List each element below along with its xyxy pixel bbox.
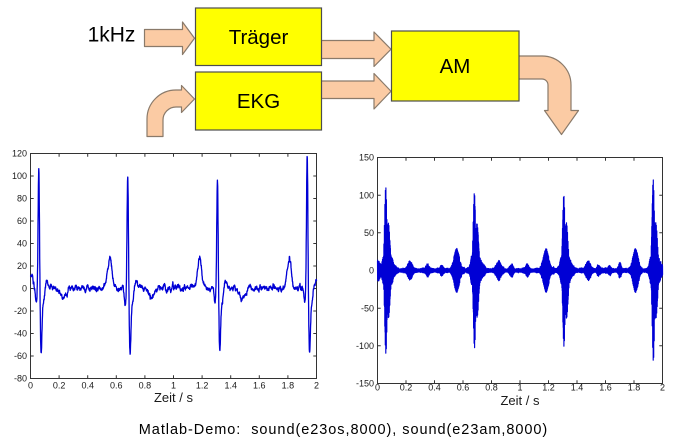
svg-text:-60: -60 bbox=[14, 351, 27, 361]
svg-text:0.4: 0.4 bbox=[428, 383, 441, 393]
svg-text:2: 2 bbox=[660, 383, 665, 393]
svg-text:120: 120 bbox=[12, 149, 27, 159]
svg-text:-150: -150 bbox=[356, 379, 374, 389]
svg-text:-100: -100 bbox=[356, 341, 374, 351]
svg-text:1.2: 1.2 bbox=[542, 383, 555, 393]
svg-text:150: 150 bbox=[359, 153, 374, 163]
svg-text:0.6: 0.6 bbox=[457, 383, 470, 393]
svg-text:0: 0 bbox=[369, 266, 374, 276]
svg-text:1.6: 1.6 bbox=[599, 383, 612, 393]
svg-text:Träger: Träger bbox=[229, 26, 289, 49]
svg-text:100: 100 bbox=[12, 171, 27, 181]
svg-text:-40: -40 bbox=[14, 329, 27, 339]
svg-text:1.2: 1.2 bbox=[196, 381, 209, 391]
svg-text:1kHz: 1kHz bbox=[88, 24, 136, 47]
svg-text:0.2: 0.2 bbox=[53, 381, 66, 391]
svg-text:100: 100 bbox=[359, 190, 374, 200]
svg-text:0: 0 bbox=[22, 284, 27, 294]
svg-text:40: 40 bbox=[17, 239, 27, 249]
svg-text:80: 80 bbox=[17, 194, 27, 204]
svg-text:1.8: 1.8 bbox=[282, 381, 295, 391]
svg-text:1.8: 1.8 bbox=[628, 383, 641, 393]
svg-text:0.6: 0.6 bbox=[110, 381, 123, 391]
svg-text:60: 60 bbox=[17, 216, 27, 226]
svg-text:50: 50 bbox=[364, 228, 374, 238]
svg-text:0.4: 0.4 bbox=[81, 381, 94, 391]
svg-text:AM: AM bbox=[440, 55, 471, 78]
svg-text:0.8: 0.8 bbox=[139, 381, 152, 391]
svg-text:2: 2 bbox=[314, 381, 319, 391]
svg-text:1: 1 bbox=[517, 383, 522, 393]
svg-text:-50: -50 bbox=[361, 303, 374, 313]
svg-text:-80: -80 bbox=[14, 374, 27, 384]
svg-text:-20: -20 bbox=[14, 306, 27, 316]
svg-text:20: 20 bbox=[17, 261, 27, 271]
svg-text:0.2: 0.2 bbox=[400, 383, 413, 393]
svg-text:0: 0 bbox=[375, 383, 380, 393]
svg-text:EKG: EKG bbox=[237, 90, 280, 113]
svg-text:1.4: 1.4 bbox=[571, 383, 584, 393]
svg-text:Matlab-Demo: sound(e23os,8000: Matlab-Demo: sound(e23os,8000), sound(e2… bbox=[139, 422, 548, 438]
svg-text:Zeit / s: Zeit / s bbox=[500, 393, 540, 408]
svg-text:0: 0 bbox=[28, 381, 33, 391]
svg-text:Zeit / s: Zeit / s bbox=[154, 390, 194, 405]
svg-text:1.6: 1.6 bbox=[253, 381, 266, 391]
svg-text:1.4: 1.4 bbox=[224, 381, 237, 391]
svg-text:1: 1 bbox=[171, 381, 176, 391]
svg-text:0.8: 0.8 bbox=[485, 383, 498, 393]
